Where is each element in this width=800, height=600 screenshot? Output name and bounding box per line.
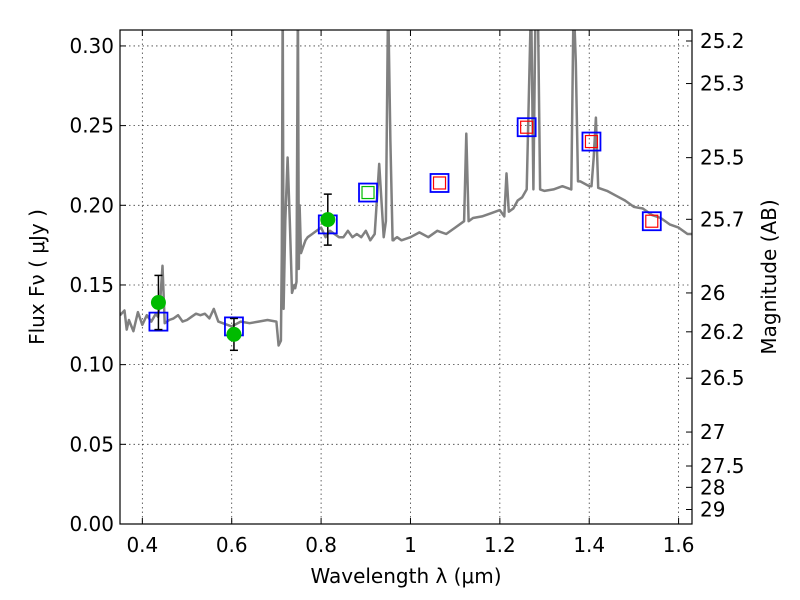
y-right-tick-label: 28 [700,475,725,499]
observed-point [226,317,242,352]
tick-labels: 0.4 0.6 0.8 1 1.2 1.4 1.6 0.00 0.05 0.10 0.15 0.20 0… [69,29,744,557]
y-right-tick-label: 25.7 [700,207,745,231]
model-box-outer [429,173,450,193]
model-box-inner [645,214,659,228]
y-right-tick-label: 26.2 [700,320,745,344]
model-photometry-box [641,211,662,232]
y-tick-label: 0.05 [69,432,114,456]
y-tick-label: 0.00 [69,512,114,536]
model-photometry-box [358,182,378,203]
y-right-tick-label: 27 [700,420,725,444]
y-right-tick-label: 25.2 [700,29,745,53]
x-tick-label: 0.8 [305,533,337,557]
model-photometry-box [429,173,450,193]
model-photometry-box [581,131,602,152]
x-tick-label: 1.4 [573,533,605,557]
y-axis-label: Flux Fν ( μJy ) [25,209,49,345]
y-tick-label: 0.20 [69,193,114,217]
model-box-inner [361,185,375,200]
y-right-axis-label: Magnitude (AB) [757,199,781,354]
x-tick-label: 1.2 [484,533,516,557]
y-right-tick-label: 25.5 [700,146,745,170]
y-right-tick-label: 26 [700,281,725,305]
model-box-outer [516,117,537,138]
y-tick-label: 0.30 [69,34,114,58]
model-spectrum-line [120,30,692,347]
model-box-inner [584,134,599,149]
observed-marker [150,294,166,310]
plot-area [120,30,692,352]
observed-marker [320,212,336,228]
observed-point [150,274,166,331]
x-tick-label: 0.6 [216,533,248,557]
ticks [120,30,692,525]
y-right-tick-label: 29 [700,497,725,521]
model-box-outer [641,211,662,232]
observed-point [320,193,336,246]
x-tick-label: 0.4 [126,533,158,557]
x-tick-label: 1.6 [663,533,695,557]
plot-frame [119,29,693,525]
y-right-tick-label: 25.3 [700,72,745,96]
x-tick-label: 1 [404,533,417,557]
model-box-outer [581,131,602,152]
y-tick-label: 0.10 [69,353,114,377]
model-box-inner [432,176,447,190]
y-right-tick-label: 27.5 [700,454,745,478]
model-photometry-box [516,117,537,138]
model-box-inner [520,120,534,134]
y-tick-label: 0.25 [69,114,114,138]
model-box-outer [358,182,378,203]
x-axis-label: Wavelength λ (μm) [310,564,501,588]
observed-marker [226,326,242,342]
y-right-tick-label: 26.5 [700,366,745,390]
y-tick-label: 0.15 [69,273,114,297]
